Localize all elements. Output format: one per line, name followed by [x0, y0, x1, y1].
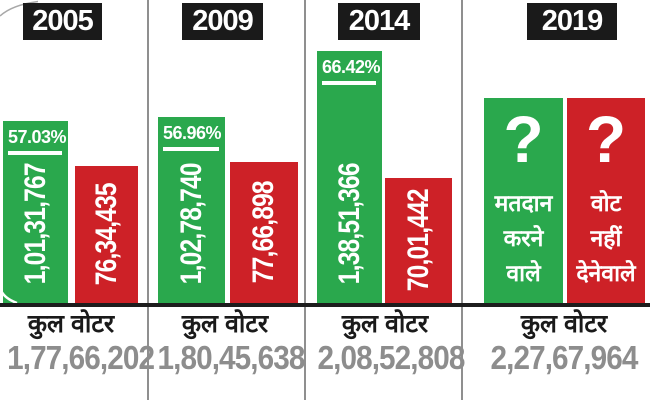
- total-voters-value-2019: 2,27,67,964: [490, 339, 638, 376]
- turnout-percent-block-2009: 56.96%: [158, 117, 225, 151]
- turnout-percent-block-2005: 57.03%: [3, 121, 68, 155]
- voted-bar-2019: ? मतदान करने वाले: [484, 98, 563, 303]
- voted-label-2019: मतदान करने वाले: [484, 186, 563, 291]
- percent-underline: [163, 147, 219, 151]
- percent-underline: [322, 81, 376, 85]
- nonvoted-count-2014: 70,01,442: [401, 189, 435, 292]
- total-voters-block-2019: कुल वोटर 2,27,67,964: [480, 309, 648, 377]
- card-corner-arc-bottom-left: [0, 287, 18, 305]
- percent-underline: [8, 151, 62, 155]
- year-header-2014: 2014: [338, 3, 420, 40]
- voted-count-2014: 1,38,51,366: [332, 162, 366, 284]
- total-voters-block-2005: कुल वोटर 1,77,66,202: [0, 309, 155, 377]
- nonvoted-label-line: देनेवाले: [576, 260, 636, 286]
- nonvoted-label-line: वोट: [590, 190, 622, 216]
- total-voters-label-2019: कुल वोटर: [520, 310, 608, 338]
- total-voters-value-2009: 1,80,45,638: [157, 339, 306, 376]
- baseline: [0, 303, 650, 307]
- turnout-percent-2014: 66.42%: [322, 57, 381, 77]
- voted-label-line: वाले: [506, 260, 541, 286]
- nonvoted-bar-2009: 77,66,898: [230, 162, 298, 303]
- voted-label-line: करने: [503, 225, 544, 251]
- nonvoted-label-2019: वोट नहीं देनेवाले: [567, 186, 645, 291]
- turnout-percent-block-2014: 66.42%: [317, 51, 382, 85]
- turnout-percent-2005: 57.03%: [8, 127, 67, 147]
- voted-unknown-mark-2019: ?: [503, 102, 544, 176]
- turnout-percent-2009: 56.96%: [163, 123, 222, 143]
- total-voters-label-2009: कुल वोटर: [181, 310, 269, 338]
- voted-count-2009: 1,02,78,740: [174, 162, 208, 284]
- column-divider: [461, 0, 463, 400]
- total-voters-label-2005: कुल वोटर: [27, 310, 115, 338]
- year-header-2009: 2009: [182, 3, 263, 40]
- nonvoted-label-line: नहीं: [590, 225, 622, 251]
- voted-bar-2005: 57.03% 1,01,31,767: [3, 121, 68, 303]
- year-header-2019: 2019: [527, 3, 617, 40]
- column-divider: [147, 0, 149, 400]
- year-header-2005: 2005: [23, 3, 102, 40]
- nonvoted-bar-2019: ? वोट नहीं देनेवाले: [567, 98, 645, 303]
- total-voters-value-2005: 1,77,66,202: [7, 339, 155, 376]
- nonvoted-count-2005: 76,34,435: [89, 183, 123, 286]
- voted-bar-2009: 56.96% 1,02,78,740: [158, 117, 225, 303]
- total-voters-block-2014: कुल वोटर 2,08,52,808: [310, 309, 466, 377]
- column-divider: [304, 0, 306, 400]
- nonvoted-bar-2005: 76,34,435: [75, 166, 138, 303]
- card-corner-arc-top-left: [0, 0, 39, 17]
- total-voters-label-2014: कुल वोटर: [341, 310, 429, 338]
- voted-bar-2014: 66.42% 1,38,51,366: [317, 51, 382, 303]
- voted-label-line: मतदान: [494, 190, 553, 216]
- nonvoted-bar-2014: 70,01,442: [385, 178, 452, 303]
- voted-count-2005: 1,01,31,767: [18, 162, 52, 284]
- nonvoted-count-2009: 77,66,898: [247, 181, 280, 284]
- total-voters-value-2014: 2,08,52,808: [317, 339, 466, 376]
- total-voters-block-2009: कुल वोटर 1,80,45,638: [150, 309, 306, 377]
- nonvoted-unknown-mark-2019: ?: [585, 102, 627, 176]
